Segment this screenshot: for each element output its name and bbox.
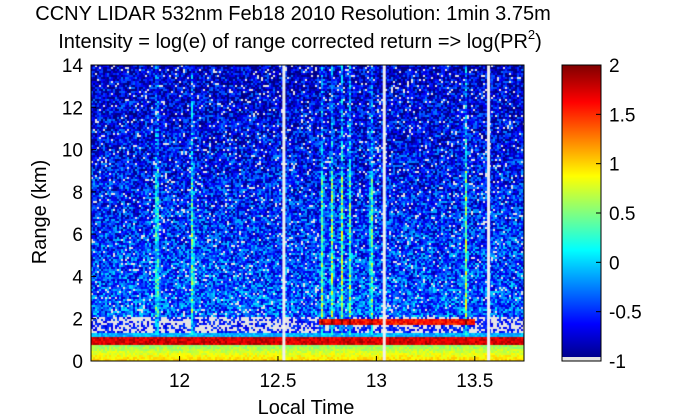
y-tick-label: 2 [72,310,83,331]
y-tick-label: 12 [62,98,83,119]
colorbar-tick-label: 2 [609,56,620,77]
colorbar-tick-label: 0 [609,253,620,274]
y-tick-label: 4 [72,267,83,288]
colorbar-tick-label: 0.5 [609,204,635,225]
colorbar-tick-label: 1.5 [609,105,635,126]
y-tick-label: 8 [72,183,83,204]
y-axis-ticks: 0 2 4 6 8 10 12 14 [62,56,96,373]
y-tick-label: 10 [62,141,83,162]
x-tick-label: 13 [366,371,387,392]
chart-title-line1: CCNY LIDAR 532nm Feb18 2010 Resolution: … [35,3,550,25]
y-tick-label: 0 [72,352,83,373]
x-tick-label: 13.5 [456,371,493,392]
x-axis-label: Local Time [258,397,355,419]
y-axis-label: Range (km) [29,160,51,264]
colorbar-ticks: -1 -0.5 0 0.5 1 1.5 2 [596,56,642,373]
y-tick-label: 14 [62,56,84,77]
chart-title-line2-sup: 2 [528,27,535,42]
y-tick-label: 6 [72,225,83,246]
x-tick-label: 12.5 [259,371,296,392]
x-axis-ticks: 12 12.5 13 13.5 [169,356,493,392]
plot-frame [90,64,525,362]
colorbar-tick-label: -1 [609,352,626,373]
chart-title-line2: Intensity = log(e) of range corrected re… [58,27,542,53]
heatmap-plot-area [90,64,525,362]
chart-title-line2-main: Intensity = log(e) of range corrected re… [58,31,528,53]
heatmap-image [91,65,524,361]
colorbar-missing-swatch [562,357,601,361]
colorbar-tick-label: 1 [609,155,620,176]
x-tick-label: 12 [169,371,190,392]
chart-title-line2-end: ) [535,31,542,53]
colorbar-tick-label: -0.5 [609,303,642,324]
colorbar-gradient [562,65,601,361]
colorbar [561,64,602,362]
